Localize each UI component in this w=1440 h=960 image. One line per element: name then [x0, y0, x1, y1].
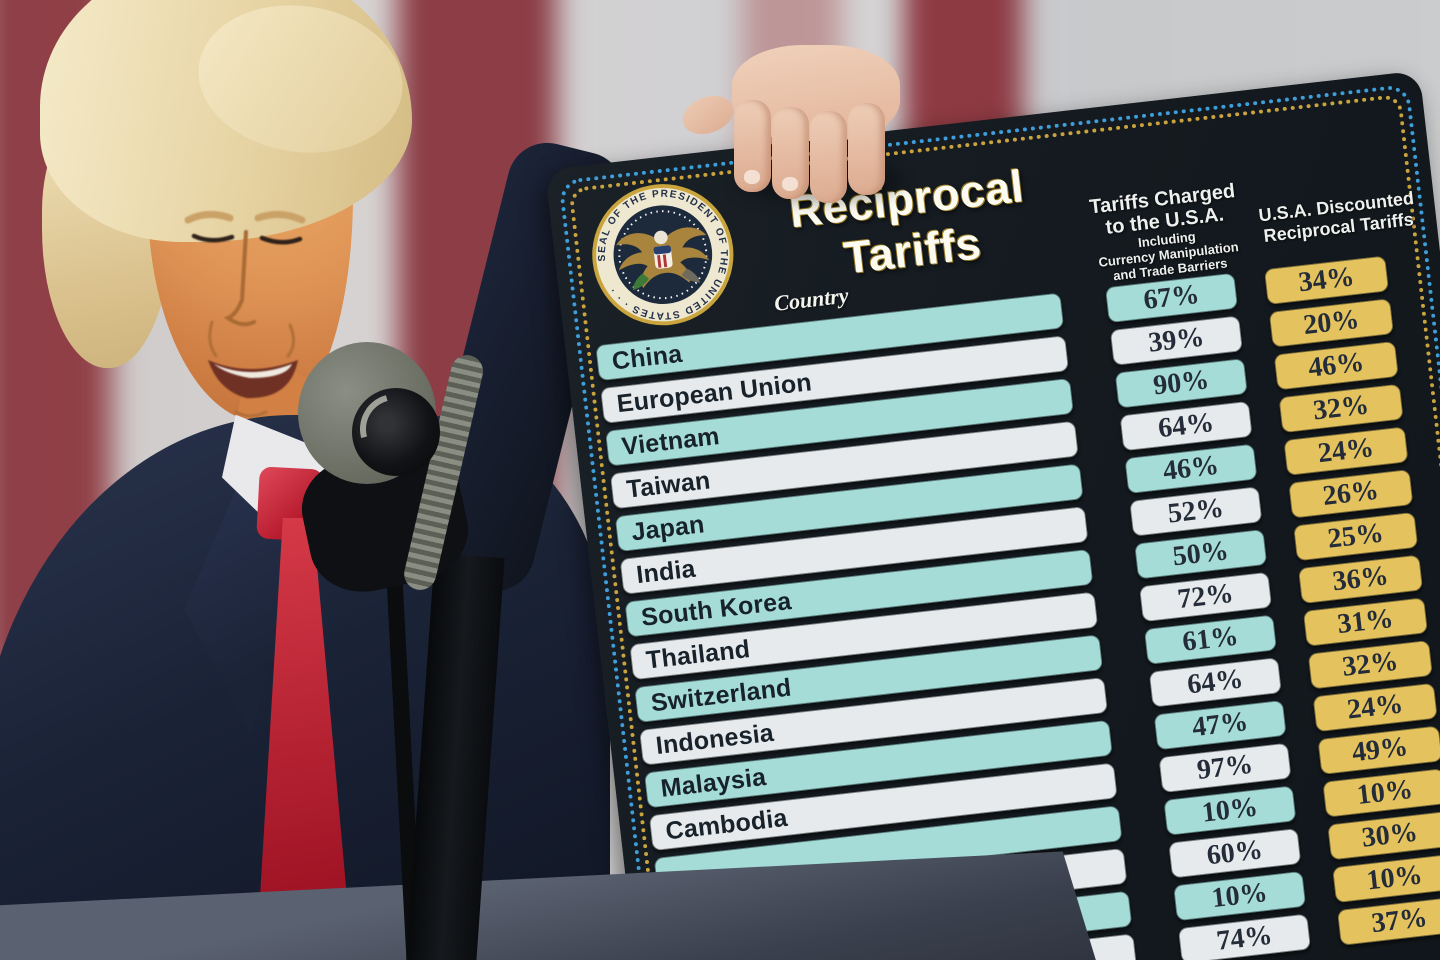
speaker-face-features: [184, 211, 306, 418]
hand-finger: [848, 103, 885, 195]
hand-finger: [734, 100, 771, 192]
fingernail: [782, 177, 798, 191]
presidential-seal-icon: SEAL OF THE PRESIDENT OF THE UNITED STAT…: [590, 182, 736, 328]
hand-finger: [772, 107, 809, 199]
hand-finger: [810, 111, 847, 203]
hand-thumb: [677, 89, 739, 141]
hand-gripping-board: [677, 45, 917, 210]
reciprocal-tariffs-board: SEAL OF THE PRESIDENT OF THE UNITED STAT…: [545, 70, 1440, 960]
microphone-capsule: [352, 388, 440, 476]
microphone-boom: [405, 553, 505, 960]
fingernail: [744, 170, 760, 184]
